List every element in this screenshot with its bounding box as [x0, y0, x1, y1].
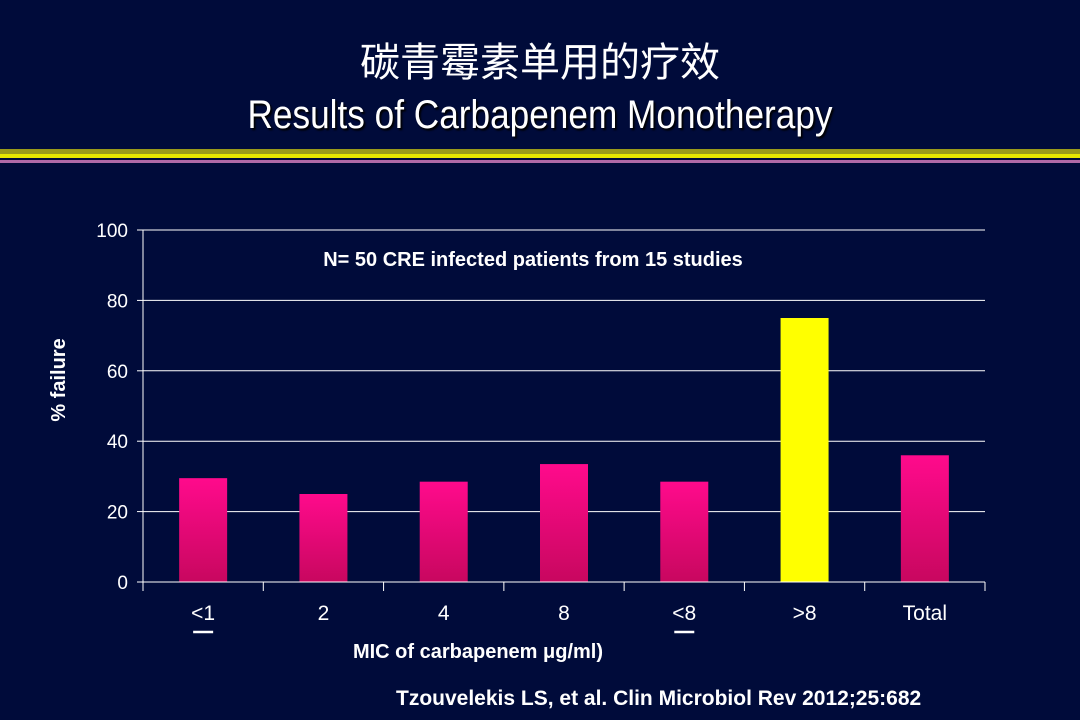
divider-olive: [0, 149, 1080, 154]
citation: Tzouvelekis LS, et al. Clin Microbiol Re…: [396, 687, 922, 710]
x-tick-label: >8: [793, 602, 817, 625]
slide-title-english: Results of Carbapenem Monotherapy: [247, 93, 833, 137]
y-tick-label: 0: [117, 573, 128, 594]
y-axis-label: % failure: [48, 338, 70, 421]
x-tick-label: <1: [191, 602, 215, 625]
y-tick-label: 40: [107, 432, 128, 453]
divider-purple: [0, 160, 1080, 163]
bar: [540, 464, 588, 582]
bar: [179, 478, 228, 582]
divider-yellow: [0, 154, 1080, 158]
bar: [660, 481, 709, 582]
y-tick-label: 80: [107, 291, 128, 312]
y-tick-label: 100: [96, 221, 128, 242]
bar: [780, 318, 829, 582]
x-tick-label: 8: [558, 602, 570, 625]
x-axis-label: MIC of carbapenem μg/ml): [353, 641, 603, 663]
chart-annotation: N= 50 CRE infected patients from 15 stud…: [323, 249, 743, 271]
bar: [299, 494, 348, 582]
slide-title-chinese: 碳青霉素单用的疗效: [360, 40, 720, 86]
x-tick-label: 2: [318, 602, 330, 625]
bar: [419, 481, 468, 582]
x-tick-label: Total: [903, 602, 947, 625]
y-tick-label: 20: [107, 503, 128, 524]
x-tick-label: <8: [672, 602, 696, 625]
x-tick-label: 4: [438, 602, 450, 625]
bar: [900, 455, 949, 582]
y-tick-label: 60: [107, 362, 128, 383]
